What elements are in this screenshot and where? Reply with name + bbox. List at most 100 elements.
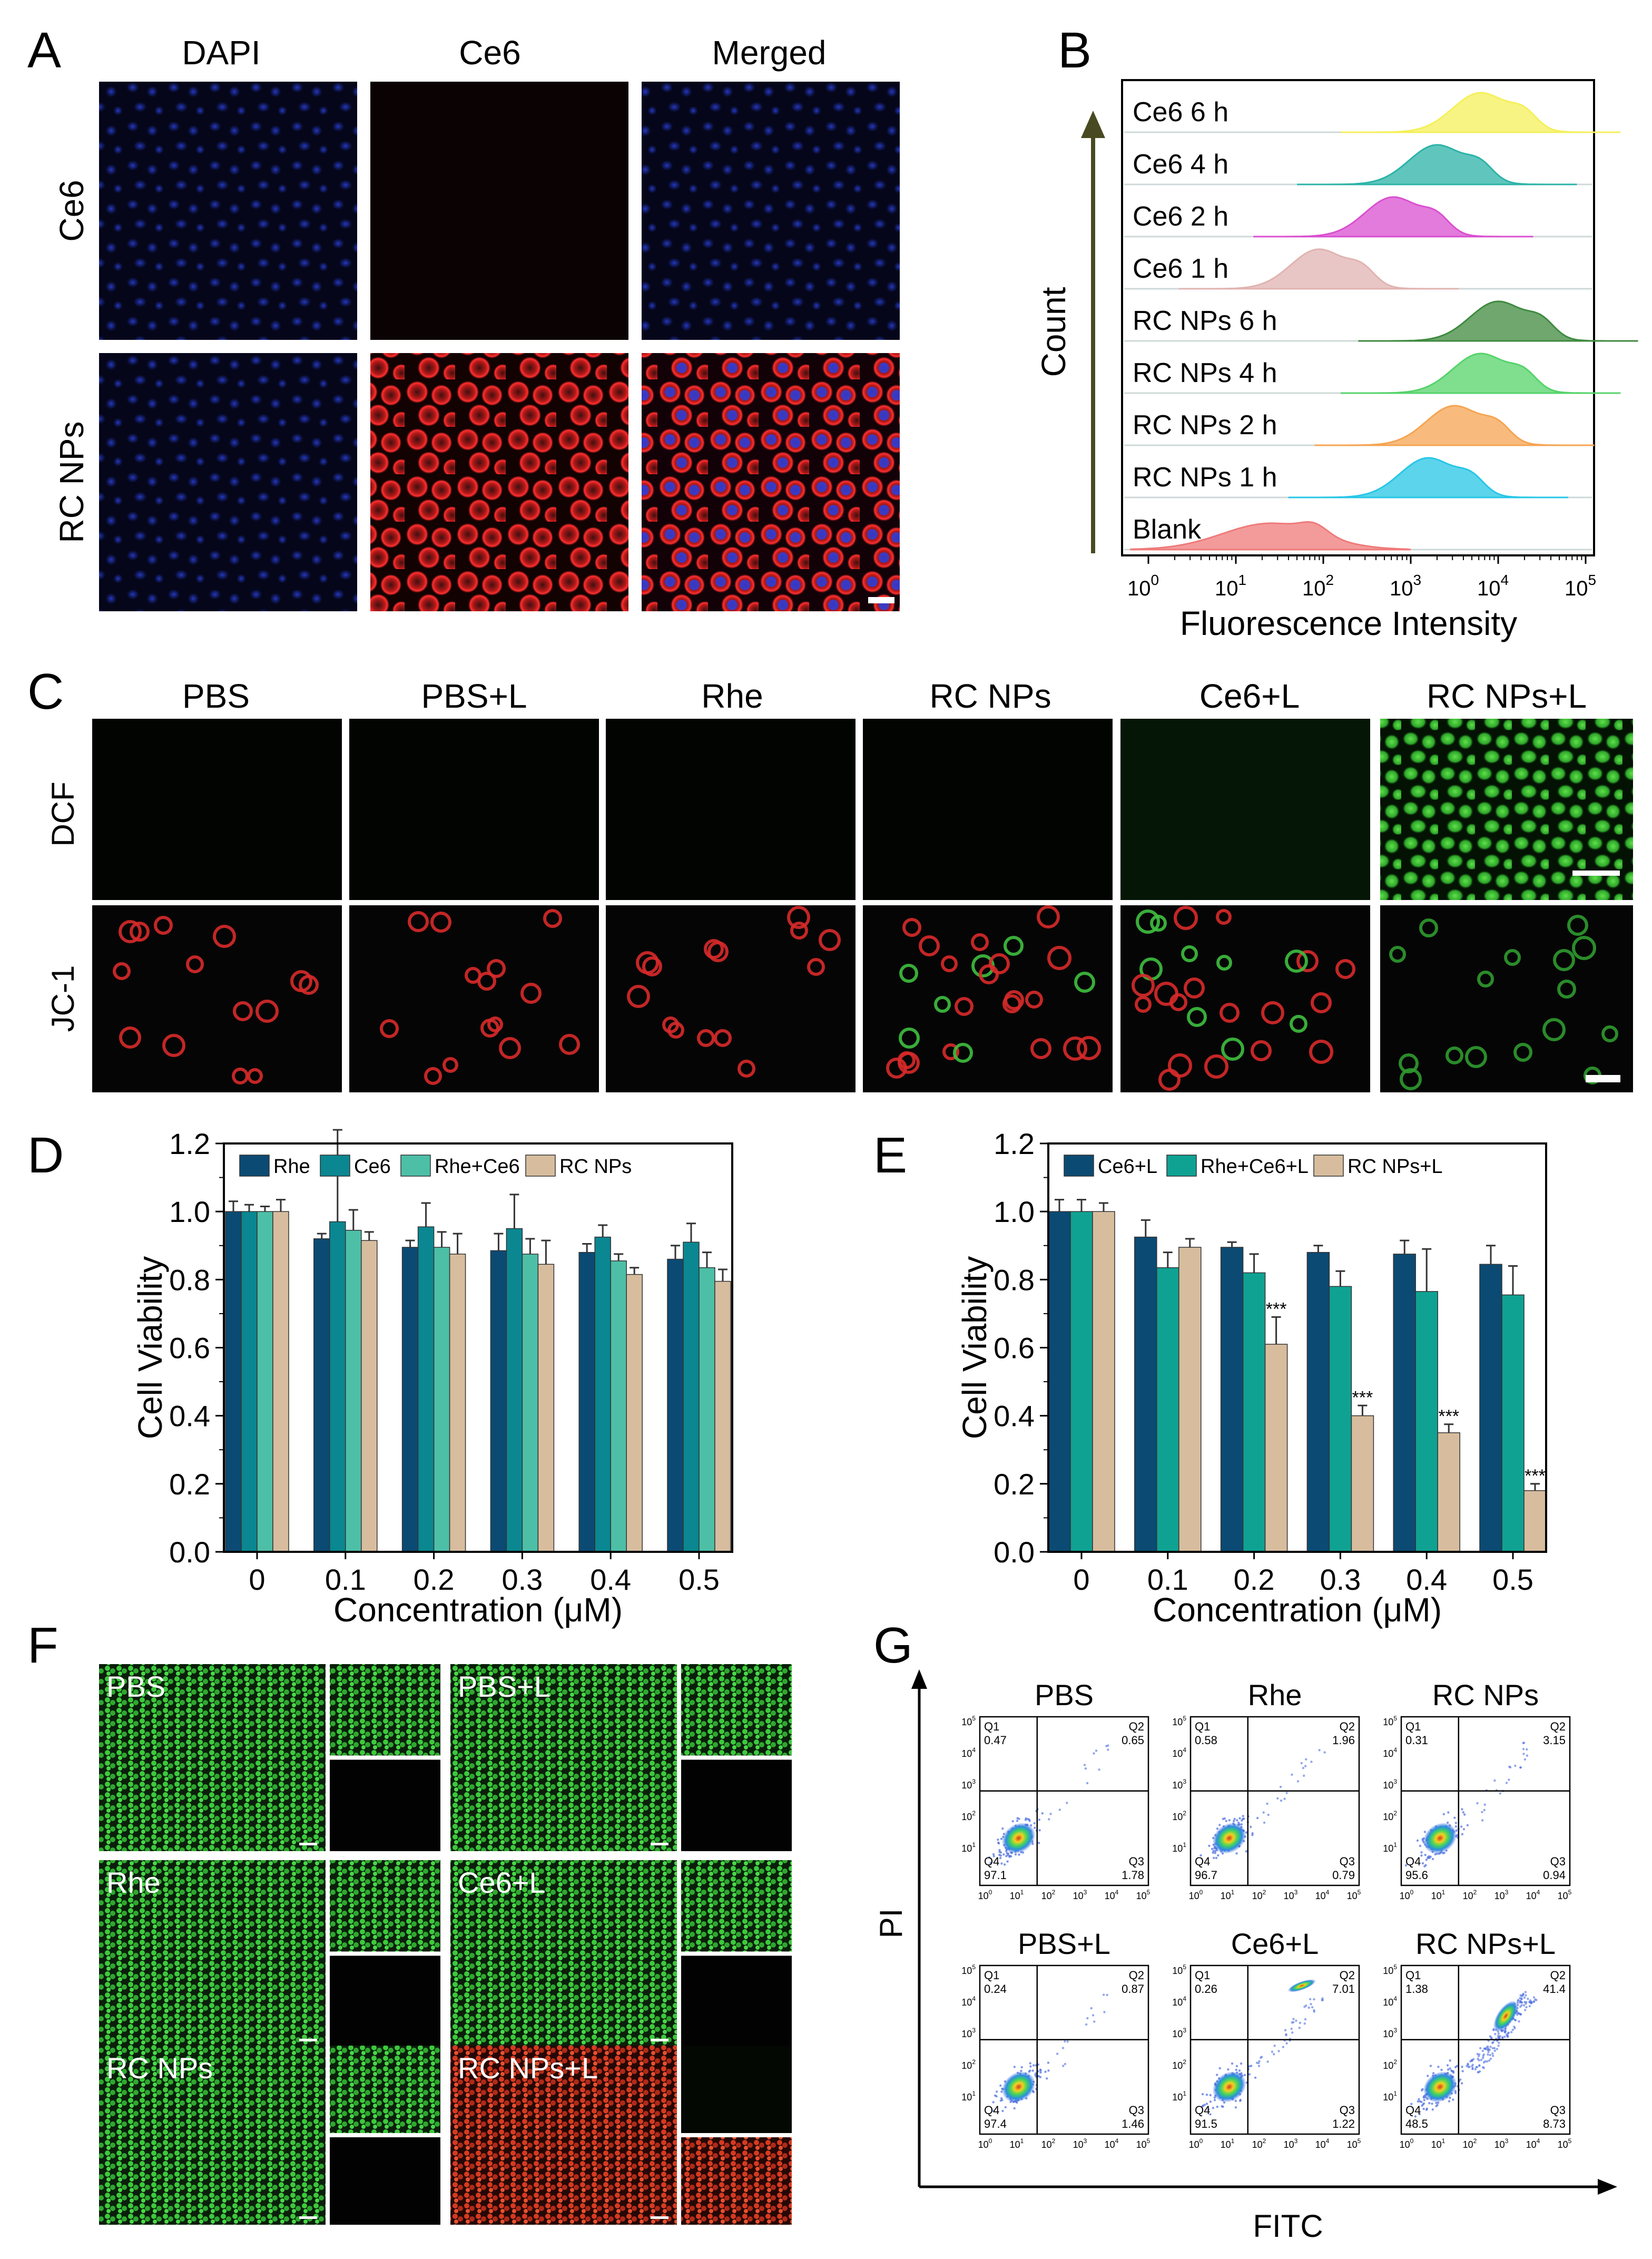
micrograph-jc1: [92, 905, 342, 1092]
bar: [241, 1211, 258, 1552]
histogram-curve: [1253, 196, 1533, 238]
bar: [417, 1226, 435, 1552]
quadrant-label: Q1: [1195, 1720, 1210, 1733]
y-tick-label: 104: [1383, 1746, 1397, 1759]
x-tick-label: 0.5: [678, 1563, 720, 1596]
y-tick-label: 101: [1172, 2090, 1186, 2102]
histogram-curve: [1288, 457, 1568, 498]
y-axis-label: Cell Viability: [956, 1256, 994, 1439]
y-tick-label: 0.2: [994, 1468, 1035, 1501]
panel-c-col-rcnps: RC NPs: [929, 677, 1051, 715]
y-tick-label: 104: [1383, 1995, 1397, 2008]
x-tick-label: 104: [1526, 1889, 1540, 1901]
quadrant-label: Q2: [1340, 1720, 1355, 1733]
quadrant-label: Q3: [1550, 2104, 1566, 2117]
quadrant-value: 0.24: [984, 1982, 1007, 1996]
quadrant-label: Q2: [1550, 1720, 1566, 1733]
x-tick-label: 0.2: [414, 1563, 455, 1596]
quadrant-label: Q1: [1405, 1720, 1421, 1733]
y-tick-label: 0.6: [169, 1332, 210, 1365]
dead-channel-image: [330, 1955, 440, 2047]
y-tick-label: 101: [961, 2090, 976, 2102]
quadrant-value: 97.4: [984, 2117, 1007, 2130]
x-axis-label: Concentration (μM): [333, 1591, 623, 1629]
flow-plot-title: RC NPs+L: [1415, 1927, 1556, 1960]
legend-label: Rhe: [273, 1156, 310, 1178]
panel-f-label: Rhe: [106, 1866, 161, 1899]
panel-b-ylabel: Count: [1035, 287, 1073, 377]
histogram-label: Ce6 1 h: [1133, 253, 1228, 284]
merged-live-dead-image: [450, 2046, 677, 2225]
x-tick-label: 100: [1189, 1889, 1203, 1901]
micrograph-dcf: [1120, 719, 1370, 900]
x-tick-label: 0: [249, 1563, 265, 1596]
x-tick-label: 0.2: [1234, 1563, 1275, 1596]
x-tick-label: 105: [1565, 572, 1596, 600]
histogram-label: Ce6 4 h: [1133, 149, 1228, 180]
y-tick-label: 102: [1172, 1810, 1186, 1822]
count-arrow-icon: [1081, 111, 1105, 138]
bar: [699, 1267, 715, 1552]
legend-label: Rhe+Ce6: [435, 1156, 520, 1178]
bar: [506, 1228, 523, 1552]
panel-g-ylabel: PI: [873, 1909, 909, 1939]
panel-a-col-dapi: DAPI: [182, 34, 260, 72]
x-tick-label: 103: [1284, 1889, 1298, 1901]
significance-stars: ***: [1438, 1406, 1459, 1426]
quadrant-label: Q2: [1340, 1969, 1355, 1982]
x-tick-label: 101: [1221, 2137, 1235, 2150]
x-tick-label: 105: [1347, 2137, 1361, 2150]
merged-live-dead-image: [99, 1664, 326, 1851]
panel-e-chart: *** *** *** *** 0.0 0.2 0.4 0.6 0.8 1.0 1.2 0 0.1 0.2…: [956, 1127, 1547, 1629]
panel-a-image-ce6-dapi: [99, 82, 357, 340]
bar: [1070, 1211, 1093, 1552]
flow-plot-title: PBS: [1035, 1678, 1094, 1712]
y-tick-label: 0.2: [169, 1468, 210, 1501]
histogram-curve: [1314, 405, 1595, 446]
panel-a-image-rc-merged: [642, 353, 900, 611]
quadrant-value: 95.6: [1405, 1869, 1428, 1882]
bar: [1156, 1267, 1179, 1552]
scale-bar: [299, 1843, 317, 1845]
x-tick-label: 103: [1390, 572, 1421, 600]
quadrant-label: Q2: [1129, 1720, 1144, 1733]
y-tick-label: 101: [1172, 1841, 1186, 1854]
bar: [522, 1254, 539, 1552]
panel-c-col-rhe: Rhe: [701, 677, 763, 715]
quadrant-label: Q3: [1129, 1855, 1144, 1868]
panel-a: DAPI Ce6 Merged Ce6 RC NPs: [53, 34, 900, 611]
quadrant-label: Q4: [1405, 2104, 1421, 2117]
panel-f-label: PBS: [106, 1670, 165, 1703]
panel-c-col-rcnpsl: RC NPs+L: [1427, 677, 1587, 715]
quadrant-value: 8.73: [1543, 2117, 1566, 2130]
histogram-label: RC NPs 2 h: [1133, 410, 1277, 441]
quadrant-label: Q4: [984, 2104, 999, 2117]
quadrant-value: 0.31: [1405, 1734, 1428, 1747]
histogram-curve: [1179, 248, 1459, 290]
bar: [1220, 1247, 1244, 1552]
panel-f-label: RC NPs+L: [458, 2051, 598, 2085]
scale-bar: [299, 2216, 317, 2219]
bar: [714, 1280, 731, 1552]
y-tick-label: 104: [1172, 1746, 1186, 1759]
y-tick-label: 105: [1383, 1715, 1397, 1727]
panel-a-col-ce6: Ce6: [459, 34, 520, 72]
panel-letter-f: F: [27, 1617, 58, 1674]
quadrant-value: 1.46: [1122, 2117, 1144, 2130]
bar: [667, 1258, 684, 1552]
bar: [610, 1260, 627, 1552]
y-tick-label: 0.6: [994, 1332, 1035, 1365]
quadrant-label: Q1: [984, 1720, 999, 1733]
merged-live-dead-image: [99, 1860, 326, 2047]
histogram-label: RC NPs 6 h: [1133, 306, 1277, 336]
panel-letter-b: B: [1058, 22, 1092, 79]
live-channel-image: [681, 1860, 792, 1952]
x-tick-label: 0.4: [1406, 1563, 1447, 1596]
panel-d-chart: 0.0 0.2 0.4 0.6 0.8 1.0 1.2 0 0.1 0.2 0.3 0.4 0.5 Con…: [131, 1127, 733, 1629]
y-tick-label: 0.4: [994, 1400, 1035, 1433]
y-tick-label: 102: [961, 2058, 976, 2071]
histogram-curve: [1297, 144, 1577, 185]
quadrant-value: 0.87: [1122, 1982, 1144, 1996]
y-tick-label: 103: [1172, 2027, 1186, 2039]
